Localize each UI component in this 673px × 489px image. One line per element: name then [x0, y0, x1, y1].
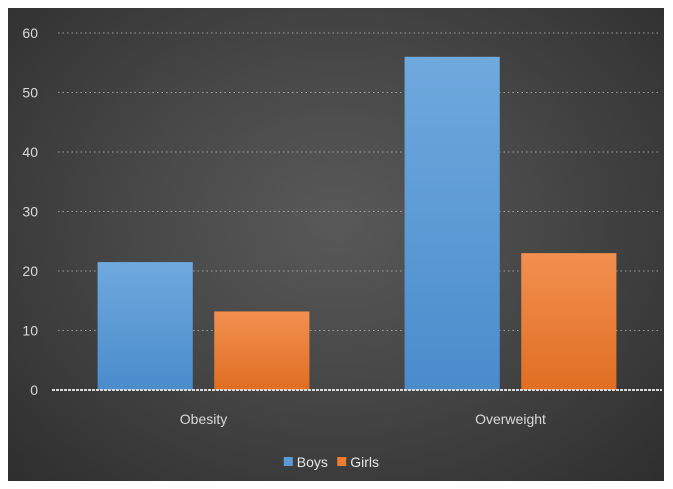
y-tick-label: 60 — [22, 25, 38, 41]
bar-boys-obesity — [97, 262, 193, 390]
x-category-label: Overweight — [475, 411, 546, 427]
y-tick-label: 30 — [22, 204, 38, 220]
legend-swatch-boys — [283, 457, 293, 466]
bar-girls-obesity — [214, 311, 310, 390]
y-tick-label: 10 — [22, 323, 38, 339]
axes: 0 10 20 30 40 50 60 Obesity Overweight — [22, 25, 662, 427]
x-category-label: Obesity — [180, 411, 227, 427]
y-tick-label: 50 — [22, 85, 38, 101]
bar-boys-overweight — [404, 56, 500, 391]
bars — [97, 56, 617, 391]
legend-label-girls: Girls — [350, 454, 379, 470]
bar-chart: 0 10 20 30 40 50 60 Obesity Overweight Boys Girls — [22, 25, 662, 470]
y-tick-label: 40 — [22, 144, 38, 160]
bar-girls-overweight — [521, 253, 617, 390]
y-tick-label: 20 — [22, 263, 38, 279]
y-tick-label: 0 — [30, 382, 38, 398]
chart-area: 0 10 20 30 40 50 60 Obesity Overweight Boys Girls — [8, 8, 664, 481]
legend-label-boys: Boys — [297, 454, 328, 470]
legend: Boys Girls — [283, 454, 379, 470]
legend-swatch-girls — [337, 457, 347, 466]
